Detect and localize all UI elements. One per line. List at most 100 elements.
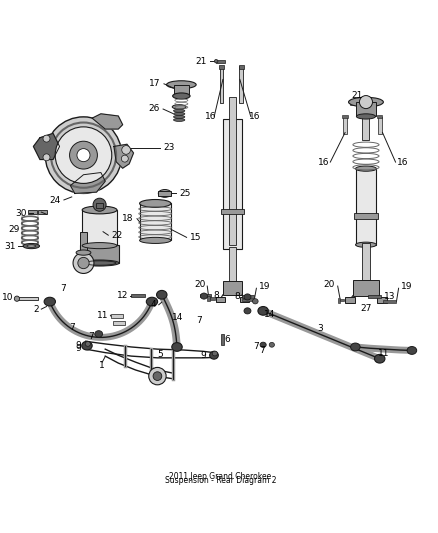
Ellipse shape <box>85 342 90 346</box>
Text: 19: 19 <box>401 282 412 292</box>
Text: 21: 21 <box>352 91 363 100</box>
Ellipse shape <box>82 341 92 350</box>
Ellipse shape <box>173 93 190 99</box>
Circle shape <box>73 253 94 273</box>
Ellipse shape <box>146 297 158 306</box>
Text: 14: 14 <box>172 313 183 322</box>
Text: 13: 13 <box>384 292 396 301</box>
Text: 7: 7 <box>259 345 265 354</box>
Bar <box>356 168 376 245</box>
Text: 7: 7 <box>88 332 93 341</box>
Ellipse shape <box>269 342 275 347</box>
Text: 16: 16 <box>248 112 260 121</box>
Polygon shape <box>114 144 134 168</box>
Text: 9: 9 <box>201 351 207 360</box>
Ellipse shape <box>349 98 383 107</box>
Ellipse shape <box>215 60 218 63</box>
Bar <box>350 102 357 104</box>
Ellipse shape <box>172 343 182 351</box>
Ellipse shape <box>23 244 39 249</box>
Bar <box>378 117 381 134</box>
Bar <box>354 213 378 219</box>
Text: 19: 19 <box>258 282 270 292</box>
Ellipse shape <box>173 112 185 115</box>
Ellipse shape <box>82 243 117 249</box>
Ellipse shape <box>83 342 89 348</box>
Ellipse shape <box>210 351 218 359</box>
Circle shape <box>153 372 162 381</box>
Bar <box>38 210 46 214</box>
Polygon shape <box>71 173 105 193</box>
Ellipse shape <box>140 237 171 244</box>
Ellipse shape <box>173 109 185 112</box>
Text: 30: 30 <box>15 209 27 218</box>
Ellipse shape <box>201 293 208 299</box>
Ellipse shape <box>252 298 258 304</box>
Text: 2: 2 <box>33 305 39 313</box>
Bar <box>80 232 87 260</box>
Circle shape <box>360 95 372 109</box>
Bar <box>240 67 243 103</box>
Bar <box>368 295 381 298</box>
Polygon shape <box>92 114 123 129</box>
Bar <box>307 93 429 303</box>
Text: 7: 7 <box>69 323 74 332</box>
Text: 1: 1 <box>99 361 105 370</box>
Bar <box>377 297 387 303</box>
Text: 23: 23 <box>163 143 174 152</box>
Bar <box>82 210 117 246</box>
Bar <box>367 102 374 104</box>
Bar <box>21 99 181 232</box>
Bar <box>219 65 224 69</box>
Text: 10: 10 <box>2 293 14 302</box>
Circle shape <box>122 146 131 154</box>
Bar <box>173 85 189 96</box>
Text: 20: 20 <box>323 280 335 289</box>
Bar <box>242 295 254 298</box>
Ellipse shape <box>407 346 417 354</box>
Text: 31: 31 <box>4 241 16 251</box>
Ellipse shape <box>374 354 385 363</box>
Bar <box>363 116 369 140</box>
Bar <box>216 297 225 302</box>
Bar <box>131 294 145 297</box>
Bar <box>207 296 210 301</box>
Text: 18: 18 <box>122 214 134 223</box>
Bar <box>343 117 347 134</box>
Bar <box>17 296 38 301</box>
Polygon shape <box>33 133 60 159</box>
Bar <box>221 209 244 214</box>
Bar <box>210 297 215 300</box>
Bar <box>383 301 396 303</box>
Bar <box>239 65 244 69</box>
Text: 7: 7 <box>60 284 66 293</box>
Circle shape <box>55 127 112 183</box>
Circle shape <box>121 155 128 162</box>
Text: 29: 29 <box>8 225 20 235</box>
Text: 7: 7 <box>196 317 201 325</box>
Ellipse shape <box>356 242 376 247</box>
Bar <box>229 97 236 245</box>
Text: 22: 22 <box>111 231 122 240</box>
Bar <box>353 280 379 296</box>
Bar <box>338 298 340 303</box>
Bar <box>80 245 119 263</box>
Bar <box>221 334 224 345</box>
Text: 8: 8 <box>214 291 219 300</box>
Text: 4: 4 <box>151 300 156 309</box>
Circle shape <box>43 154 50 161</box>
Ellipse shape <box>172 104 186 109</box>
Bar <box>140 204 171 240</box>
Bar <box>220 67 223 103</box>
Ellipse shape <box>260 342 266 348</box>
Text: 16: 16 <box>205 112 216 121</box>
Ellipse shape <box>244 308 251 314</box>
Ellipse shape <box>258 306 268 315</box>
Text: 12: 12 <box>117 291 128 300</box>
Circle shape <box>45 117 122 193</box>
Text: 21: 21 <box>195 56 207 66</box>
Ellipse shape <box>44 297 56 306</box>
Text: 3: 3 <box>317 324 322 333</box>
Bar <box>28 210 37 214</box>
Polygon shape <box>86 341 214 358</box>
